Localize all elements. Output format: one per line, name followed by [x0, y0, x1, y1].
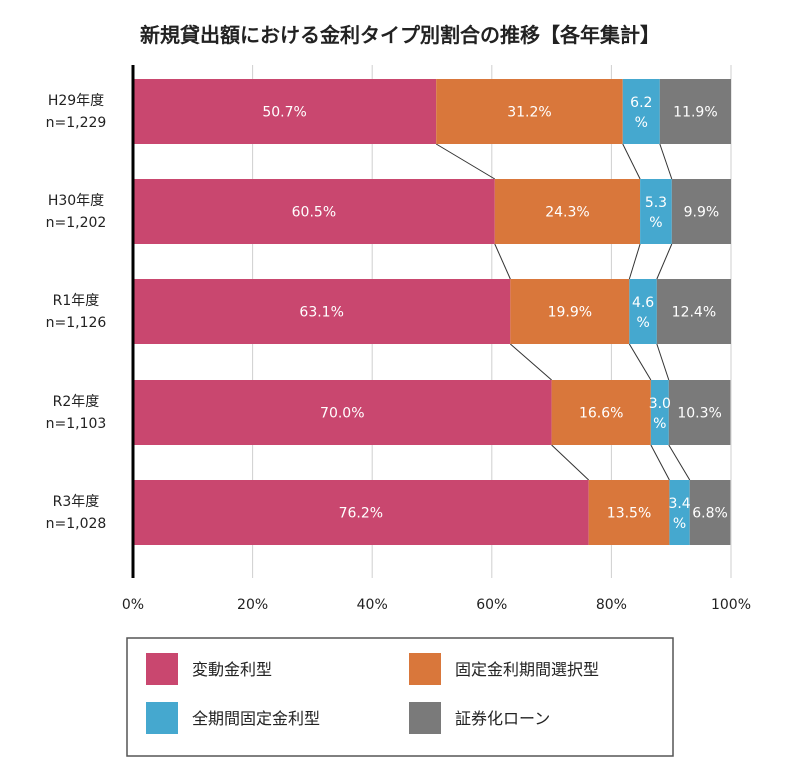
- category-count-label: n=1,028: [46, 516, 107, 532]
- category-count-label: n=1,103: [46, 416, 107, 432]
- bar-value-label: 24.3%: [545, 205, 589, 221]
- bar-value-label: 9.9%: [684, 205, 720, 221]
- connector-line: [656, 343, 670, 381]
- x-tick-label: 80%: [596, 597, 627, 613]
- bar-value-label: 11.9%: [673, 105, 717, 121]
- connector-line: [435, 143, 496, 180]
- category-count-label: n=1,126: [46, 315, 107, 331]
- category-count-label: n=1,229: [46, 115, 107, 131]
- bar-segment: [510, 279, 630, 344]
- legend-swatch: [146, 653, 178, 685]
- category-label: R1年度: [53, 293, 100, 309]
- connector-line: [494, 243, 511, 280]
- connector-line: [622, 143, 641, 180]
- bar-value-label: 4.6: [632, 295, 654, 311]
- legend-label: 証券化ローン: [455, 709, 550, 728]
- bar-value-label: 6.2: [630, 95, 652, 111]
- x-tick-label: 20%: [237, 597, 268, 613]
- legend-label: 固定金利期間選択型: [455, 660, 599, 679]
- legend-swatch: [409, 702, 441, 734]
- legend-label: 全期間固定金利型: [192, 709, 320, 728]
- x-tick-label: 100%: [711, 597, 751, 613]
- bar-segment: [133, 480, 589, 545]
- bar-value-unit: %: [673, 516, 686, 532]
- category-count-label: n=1,202: [46, 215, 107, 231]
- bar-value-label: 50.7%: [262, 105, 306, 121]
- x-tick-label: 60%: [476, 597, 507, 613]
- legend-swatch: [409, 653, 441, 685]
- bar-value-label: 16.6%: [579, 406, 623, 422]
- bar-value-label: 60.5%: [292, 205, 336, 221]
- bar-segment: [494, 179, 641, 244]
- bar-value-label: 31.2%: [507, 105, 551, 121]
- bar-value-label: 12.4%: [672, 305, 716, 321]
- connector-line: [650, 444, 670, 481]
- bar-value-label: 10.3%: [677, 406, 721, 422]
- chart-title: 新規貸出額における金利タイプ別割合の推移【各年集計】: [140, 23, 660, 47]
- bar-segment: [133, 179, 495, 244]
- bars: [133, 79, 731, 545]
- connector-line: [628, 343, 652, 381]
- bar-segment: [133, 279, 511, 344]
- axis: 0% 20% 40% 60% 80% 100% H29年度 n=1,229 H30年度 n=1,2…: [46, 65, 751, 613]
- category-label: H29年度: [48, 93, 104, 109]
- category-label: R2年度: [53, 394, 100, 410]
- bar-value-unit: %: [635, 115, 648, 131]
- bar-segment: [588, 480, 670, 545]
- x-tick-label: 40%: [357, 597, 388, 613]
- connector-lines: [435, 143, 691, 481]
- bar-segment: [669, 480, 690, 545]
- legend-box: [126, 637, 674, 757]
- legend-label: 変動金利型: [192, 660, 272, 679]
- bar-segment: [436, 79, 623, 144]
- bar-value-unit: %: [636, 315, 649, 331]
- bar-segment: [640, 179, 672, 244]
- x-tick-label: 0%: [122, 597, 144, 613]
- bar-segment: [650, 380, 669, 445]
- connector-line: [659, 143, 673, 180]
- bar-segment: [668, 380, 731, 445]
- bar-segment: [133, 79, 437, 144]
- bar-value-label: 13.5%: [607, 506, 651, 522]
- bar-value-label: 19.9%: [548, 305, 592, 321]
- bar-value-label: 63.1%: [299, 305, 343, 321]
- category-label: R3年度: [53, 494, 100, 510]
- bar-segment: [656, 279, 731, 344]
- bar-value-label: 6.8%: [692, 506, 728, 522]
- bar-segment: [671, 179, 731, 244]
- connector-line: [656, 243, 673, 280]
- connector-line: [668, 444, 691, 481]
- bar-value-unit: %: [653, 416, 666, 432]
- bar-segment: [659, 79, 731, 144]
- connector-line: [510, 343, 552, 381]
- bar-segment: [689, 480, 731, 545]
- bar-value-label: 76.2%: [339, 506, 383, 522]
- bar-labels: 50.7% 31.2% 6.2% 11.9% 60.5% 24.3% 5.3% 9.9% 63.…: [262, 95, 728, 532]
- legend-swatch: [146, 702, 178, 734]
- bar-segment: [133, 380, 552, 445]
- bar-value-unit: %: [649, 215, 662, 231]
- bar-segment: [551, 380, 651, 445]
- connector-line: [628, 243, 641, 280]
- connector-line: [551, 444, 590, 481]
- category-label: H30年度: [48, 193, 104, 209]
- bar-value-label: 3.4: [668, 496, 690, 512]
- bar-value-label: 3.0: [649, 396, 671, 412]
- bar-segment: [622, 79, 660, 144]
- bar-segment: [629, 279, 657, 344]
- bar-value-label: 5.3: [645, 195, 667, 211]
- bar-value-label: 70.0%: [320, 406, 364, 422]
